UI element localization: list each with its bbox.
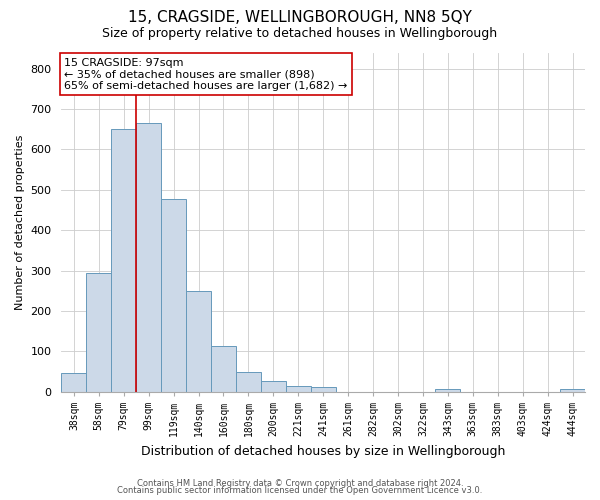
Y-axis label: Number of detached properties: Number of detached properties — [15, 134, 25, 310]
Text: 15 CRAGSIDE: 97sqm
← 35% of detached houses are smaller (898)
65% of semi-detach: 15 CRAGSIDE: 97sqm ← 35% of detached hou… — [64, 58, 347, 91]
X-axis label: Distribution of detached houses by size in Wellingborough: Distribution of detached houses by size … — [141, 444, 505, 458]
Bar — [136, 123, 161, 392]
Bar — [186, 291, 211, 392]
Bar — [61, 373, 86, 392]
Text: Contains HM Land Registry data © Crown copyright and database right 2024.: Contains HM Land Registry data © Crown c… — [137, 478, 463, 488]
Bar — [161, 199, 186, 392]
Bar — [86, 272, 111, 392]
Bar — [111, 129, 136, 392]
Text: Size of property relative to detached houses in Wellingborough: Size of property relative to detached ho… — [103, 28, 497, 40]
Text: Contains public sector information licensed under the Open Government Licence v3: Contains public sector information licen… — [118, 486, 482, 495]
Text: 15, CRAGSIDE, WELLINGBOROUGH, NN8 5QY: 15, CRAGSIDE, WELLINGBOROUGH, NN8 5QY — [128, 10, 472, 25]
Bar — [560, 389, 585, 392]
Bar — [211, 346, 236, 392]
Bar — [236, 372, 261, 392]
Bar — [436, 388, 460, 392]
Bar — [286, 386, 311, 392]
Bar — [311, 386, 335, 392]
Bar — [261, 380, 286, 392]
